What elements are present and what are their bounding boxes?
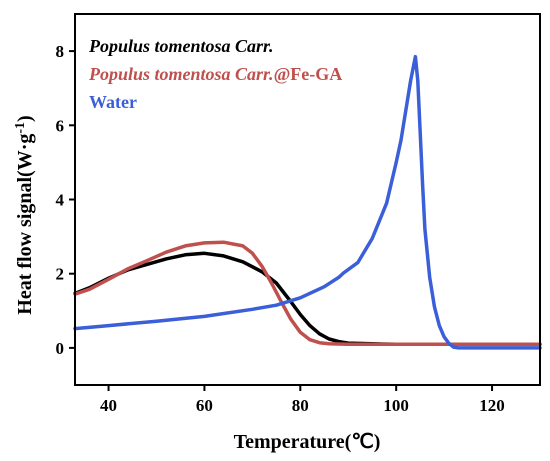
x-tick-label: 40 xyxy=(100,396,117,415)
legend-entry-populus: Populus tomentosa Carr. xyxy=(88,36,274,56)
legend: Populus tomentosa Carr. Populus tomentos… xyxy=(88,36,342,112)
y-tick-label: 0 xyxy=(56,339,65,358)
y-tick-label: 6 xyxy=(56,116,65,135)
x-tick-label: 120 xyxy=(479,396,505,415)
y-axis-label: Heat flow signal(W·g-1) xyxy=(13,115,36,314)
series-line-populus-fe-ga xyxy=(73,240,542,346)
series-line-water xyxy=(73,54,542,350)
x-tick-label: 80 xyxy=(292,396,309,415)
chart-marks xyxy=(73,54,542,350)
legend-entry-water: Water xyxy=(89,92,137,112)
y-tick-label: 4 xyxy=(56,191,65,210)
legend-entry-populus-fe-ga: Populus tomentosa Carr.@Fe-GA xyxy=(88,64,342,84)
y-tick-label: 8 xyxy=(56,42,65,61)
series-line-populus xyxy=(73,251,542,346)
x-tick-label: 60 xyxy=(196,396,213,415)
y-tick-label: 2 xyxy=(56,265,65,284)
x-tick-label: 100 xyxy=(383,396,409,415)
axis-ticks: 40 60 80 100 120 0 2 4 6 8 xyxy=(56,42,505,415)
x-axis-label: Temperature(℃) xyxy=(234,431,381,453)
